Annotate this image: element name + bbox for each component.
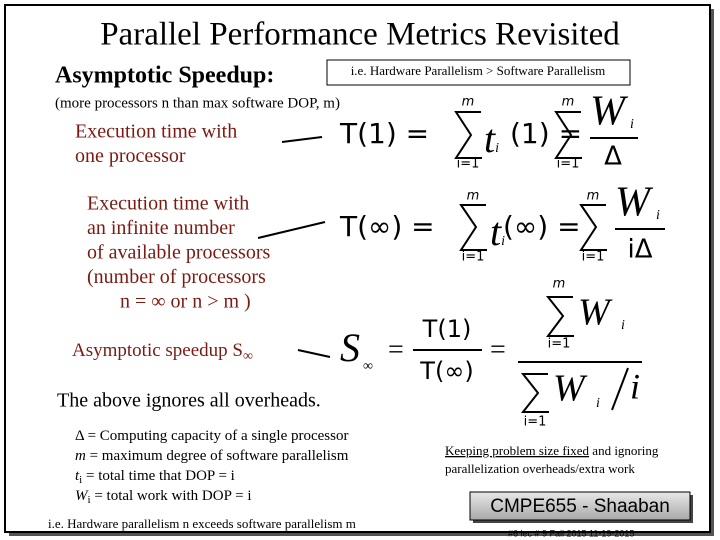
- formula-lhs: S: [340, 325, 360, 370]
- formula-sub: ∞: [363, 359, 373, 374]
- right-note: Keeping problem size fixed and ignoring: [445, 443, 659, 458]
- text-span: i: [495, 141, 499, 156]
- text-span: ∞: [243, 349, 253, 364]
- formula-term: i: [630, 366, 640, 406]
- sum-limit: i=1: [557, 157, 580, 172]
- label: Execution time with: [75, 121, 237, 143]
- text-span: Asymptotic speedup S: [72, 340, 243, 361]
- legend-sub: i: [88, 494, 91, 506]
- subnote: (more processors n than max software DOP…: [55, 95, 340, 111]
- sigma: [454, 111, 482, 159]
- formula-lhs: T(1) =: [339, 117, 429, 150]
- legend-item: Δ = Computing capacity of a single proce…: [75, 428, 348, 444]
- legend-symbol: Δ: [75, 428, 85, 444]
- formula-term: W: [578, 292, 613, 334]
- legend-sub: i: [79, 474, 82, 486]
- pointer: [257, 221, 326, 239]
- sum-limit: m: [553, 277, 566, 292]
- badge-text: CMPE655 - Shaaban: [490, 496, 670, 517]
- right-note: parallelization overheads/extra work: [445, 461, 635, 476]
- sigma: [579, 204, 607, 251]
- sigma: [459, 204, 487, 251]
- formula-den: T(∞): [419, 357, 473, 385]
- formula-den: Δ: [604, 142, 622, 172]
- formula-lhs: T(∞) =: [339, 210, 435, 243]
- label: one processor: [75, 145, 186, 167]
- overheads-note: The above ignores all overheads.: [57, 390, 321, 412]
- sum-limit: m: [462, 95, 475, 110]
- frame: [4, 4, 711, 533]
- note: i.e. Hardware Parallelism > Software Par…: [351, 63, 606, 78]
- sum-limit: i=1: [582, 250, 605, 265]
- formula-arg: (1) =: [510, 117, 582, 150]
- sum-limit: m: [467, 189, 480, 204]
- pointer: [281, 136, 323, 143]
- label: (number of processors: [87, 266, 266, 288]
- title: Parallel Performance Metrics Revisited: [100, 17, 620, 53]
- sigma: [545, 296, 574, 337]
- slash: [611, 367, 629, 411]
- sum-limit: i=1: [462, 250, 485, 265]
- formula-num: W: [615, 180, 654, 226]
- label: of available processors: [87, 242, 270, 264]
- label: Execution time with: [87, 193, 249, 215]
- text-span: Keeping problem size fixed: [445, 443, 590, 458]
- sum-limit: m: [562, 95, 575, 110]
- footer: i.e. Hardware parallelism n exceeds soft…: [48, 516, 356, 531]
- decorations: [257, 111, 665, 413]
- legend-text: = total time that DOP = i: [82, 468, 235, 484]
- label: n = ∞ or n > m ): [120, 291, 251, 313]
- text-span: i: [501, 234, 505, 249]
- formula-sub: i: [596, 396, 600, 411]
- legend-symbol: W: [75, 488, 89, 504]
- formula-num: T(1): [422, 315, 472, 343]
- formula-num: W: [590, 89, 629, 135]
- legend-text: = maximum degree of software parallelism: [86, 448, 349, 464]
- text-span: t: [484, 116, 496, 161]
- formula-sub: i: [656, 208, 660, 223]
- footnote: #6 lec # 9 Fall 2015 11-19-2015: [508, 528, 634, 538]
- speedup-label: Asymptotic speedup S∞: [72, 340, 253, 364]
- sum-limit: i=1: [457, 157, 480, 172]
- formula-term: W: [553, 368, 588, 410]
- badge: [469, 491, 691, 521]
- pointer: [297, 349, 331, 358]
- formula-term: ti: [484, 116, 499, 161]
- legend-symbol: m: [75, 448, 86, 464]
- formula-arg: (∞) =: [503, 210, 581, 243]
- sigma: [520, 373, 549, 413]
- legend-symbol: t: [75, 468, 80, 484]
- formula-sub: i: [621, 318, 625, 333]
- sum-limit: i=1: [524, 415, 547, 430]
- sigma: [554, 111, 582, 159]
- formula-sub: i: [630, 117, 634, 132]
- legend-item: m = maximum degree of software paralleli…: [75, 448, 349, 464]
- legend-item: Wi = total work with DOP = i: [75, 488, 252, 505]
- formula-term: ti: [490, 209, 505, 254]
- legend-text: = Computing capacity of a single process…: [84, 428, 349, 444]
- sum-limit: i=1: [548, 337, 571, 352]
- heading: Asymptotic Speedup:: [55, 63, 274, 89]
- text-span: t: [490, 209, 502, 254]
- text-span: and ignoring: [589, 443, 659, 458]
- formula-eq: =: [490, 334, 506, 365]
- formula-eq: =: [388, 334, 404, 365]
- legend-text: = total work with DOP = i: [91, 488, 252, 504]
- note-box: [326, 59, 631, 86]
- sum-limit: m: [587, 189, 600, 204]
- legend-item: ti = total time that DOP = i: [75, 468, 235, 485]
- label: an infinite number: [87, 217, 235, 239]
- formula-den: iΔ: [627, 235, 652, 265]
